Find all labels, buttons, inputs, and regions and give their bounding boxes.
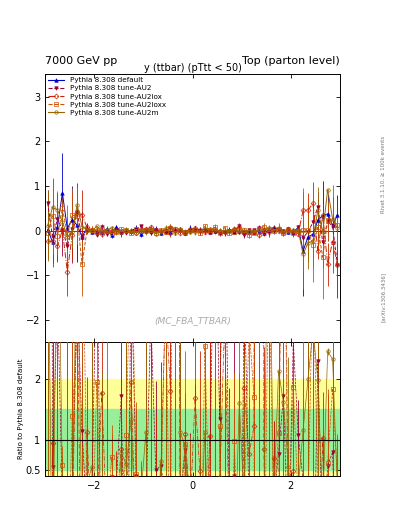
Title: y (ttbar) (pTtt < 50): y (ttbar) (pTtt < 50)	[143, 63, 242, 73]
Text: (MC_FBA_TTBAR): (MC_FBA_TTBAR)	[154, 316, 231, 325]
Text: Top (parton level): Top (parton level)	[242, 55, 340, 66]
Text: 7000 GeV pp: 7000 GeV pp	[45, 55, 118, 66]
Legend: Pythia 8.308 default, Pythia 8.308 tune-AU2, Pythia 8.308 tune-AU2lox, Pythia 8.: Pythia 8.308 default, Pythia 8.308 tune-…	[47, 76, 167, 117]
Y-axis label: Ratio to Pythia 8.308 default: Ratio to Pythia 8.308 default	[18, 359, 24, 459]
Text: [arXiv:1306.3436]: [arXiv:1306.3436]	[381, 272, 386, 322]
Text: Rivet 3.1.10, ≥ 100k events: Rivet 3.1.10, ≥ 100k events	[381, 136, 386, 212]
